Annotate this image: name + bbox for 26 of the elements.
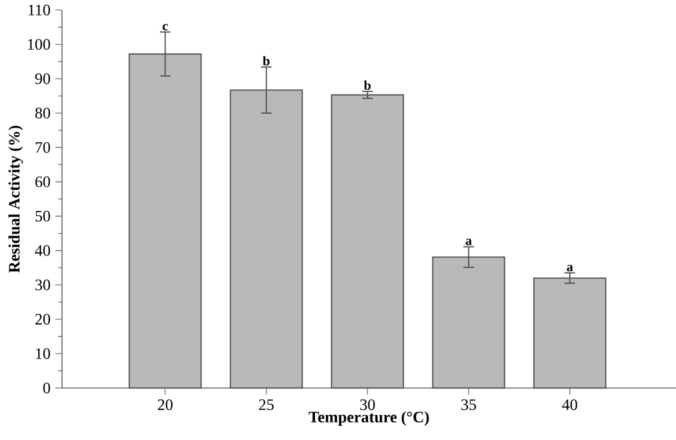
- y-tick-label: 30: [35, 280, 50, 290]
- x-tick-label: 20: [158, 399, 173, 410]
- y-tick-label: 70: [36, 142, 50, 153]
- y-axis-title: Residual Activity (%): [8, 126, 23, 273]
- y-tick-label: 0: [43, 382, 50, 394]
- bar: [533, 277, 606, 389]
- annotation: c: [162, 24, 168, 30]
- bar: [330, 94, 404, 389]
- x-tick-label: 35: [461, 399, 476, 410]
- y-tick-label: 80: [35, 108, 50, 118]
- y-tick-label: 100: [28, 38, 50, 50]
- y-tick-label: 90: [35, 73, 50, 84]
- annotation: b: [262, 56, 270, 66]
- x-tick-label: 30: [360, 399, 375, 410]
- x-axis-title: Temperature (°C): [308, 411, 429, 426]
- x-tick-label: 40: [562, 399, 578, 410]
- y-tick-label: 20: [35, 314, 50, 325]
- y-tick-label: 50: [36, 210, 50, 222]
- y-tick-label: 60: [35, 176, 50, 188]
- y-tick-label: 10: [36, 348, 50, 360]
- y-tick-label: 40: [35, 245, 50, 256]
- annotation: a: [466, 238, 472, 246]
- y-tick-label: 110: [28, 4, 50, 16]
- x-tick-label: 25: [259, 399, 274, 410]
- annotation: b: [364, 80, 371, 90]
- annotation: a: [566, 264, 573, 272]
